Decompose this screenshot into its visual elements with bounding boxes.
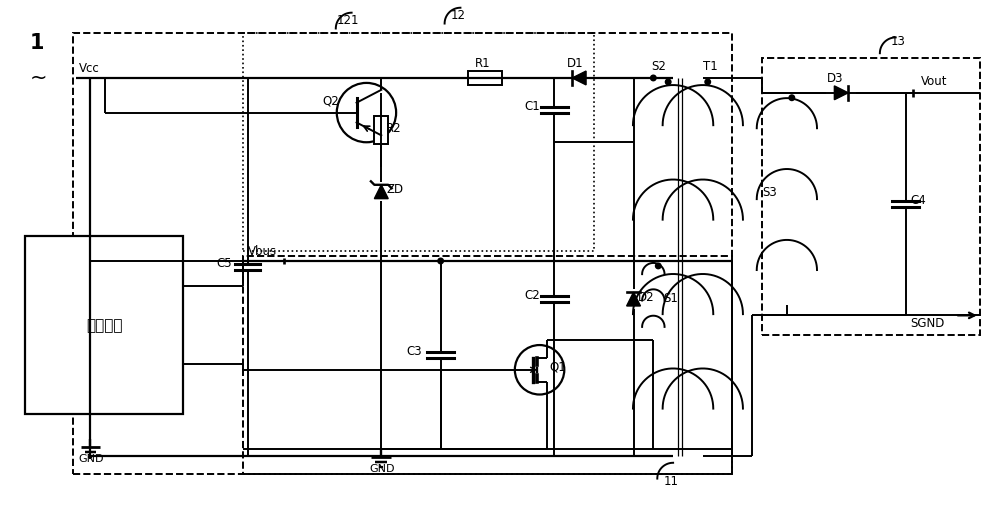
Text: Q2: Q2	[322, 94, 339, 108]
Text: C3: C3	[406, 345, 422, 358]
Text: GND: GND	[369, 464, 395, 474]
Text: SGND: SGND	[911, 317, 945, 330]
Text: D3: D3	[826, 72, 843, 85]
Bar	[73, 34, 732, 474]
Bar	[243, 256, 732, 474]
Text: D2: D2	[638, 291, 654, 304]
Text: ZD: ZD	[386, 183, 403, 196]
Circle shape	[789, 95, 795, 101]
Text: 11: 11	[663, 475, 678, 489]
Text: T1: T1	[703, 60, 718, 73]
Polygon shape	[627, 292, 640, 306]
Text: R1: R1	[475, 57, 491, 70]
Text: R2: R2	[386, 122, 402, 135]
Text: Vbus: Vbus	[248, 245, 277, 258]
Bar	[762, 58, 980, 335]
Bar	[25, 236, 183, 414]
Text: 121: 121	[337, 13, 359, 26]
Polygon shape	[572, 71, 586, 85]
Text: ~: ~	[30, 68, 48, 88]
Bar	[468, 71, 502, 85]
Text: C5: C5	[216, 257, 232, 270]
Text: S2: S2	[651, 60, 666, 73]
Text: C4: C4	[911, 194, 926, 207]
Polygon shape	[834, 86, 848, 100]
Text: C2: C2	[525, 289, 540, 302]
Bar	[243, 34, 594, 251]
Text: S3: S3	[762, 186, 777, 199]
Text: Q1: Q1	[549, 361, 566, 374]
Text: GND: GND	[79, 454, 104, 464]
Bar	[374, 116, 388, 144]
Circle shape	[705, 79, 711, 85]
Text: C1: C1	[525, 100, 540, 113]
Circle shape	[438, 258, 443, 264]
Circle shape	[651, 75, 656, 80]
Text: 1: 1	[30, 33, 45, 53]
Text: 控制芯片: 控制芯片	[86, 318, 123, 333]
Polygon shape	[374, 185, 388, 199]
Text: Vout: Vout	[920, 75, 947, 88]
Text: 12: 12	[451, 9, 466, 22]
Text: D1: D1	[567, 57, 584, 70]
Text: Vcc: Vcc	[79, 62, 99, 75]
Text: S1: S1	[663, 293, 678, 305]
Circle shape	[656, 263, 661, 269]
Circle shape	[665, 79, 671, 85]
Text: 13: 13	[891, 35, 906, 49]
